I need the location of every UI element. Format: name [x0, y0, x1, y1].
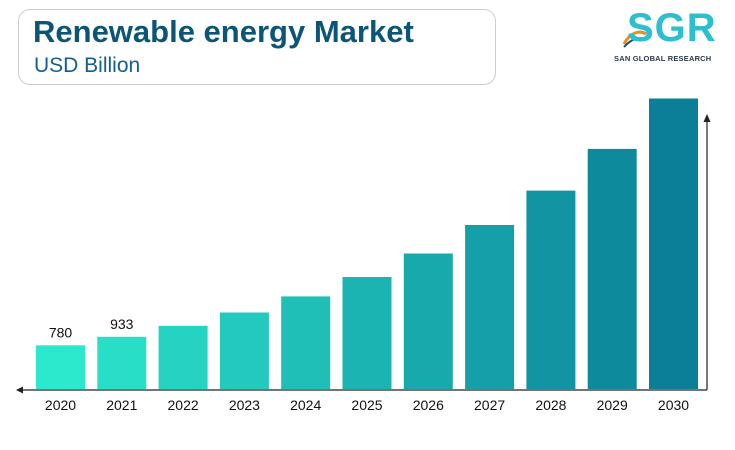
x-tick-2030: 2030 [658, 397, 689, 413]
x-tick-2027: 2027 [474, 397, 505, 413]
x-tick-2025: 2025 [351, 397, 382, 413]
bar-2022 [158, 325, 208, 389]
logo-text: SGR [627, 6, 717, 50]
sgr-logo: SGR SAN GLOBAL RESEARCH [614, 6, 726, 70]
x-tick-2022: 2022 [168, 397, 199, 413]
chart-title: Renewable energy Market [33, 14, 414, 49]
bar-2030 [649, 98, 698, 389]
x-tick-2028: 2028 [535, 397, 566, 413]
bar-2027 [465, 225, 515, 389]
bar-2020 [36, 345, 85, 389]
x-tick-2029: 2029 [597, 397, 628, 413]
y-axis-arrow-icon [703, 114, 711, 122]
bar-2024 [281, 296, 331, 389]
swoosh-icon [622, 30, 647, 48]
title-box: Renewable energy Market USD Billion [18, 9, 496, 85]
x-tick-2024: 2024 [290, 397, 321, 413]
bar-2029 [587, 148, 637, 389]
bar-2023 [219, 312, 269, 389]
bar-2021 [97, 336, 147, 389]
data-label-2020: 780 [49, 324, 73, 340]
logo-tagline: SAN GLOBAL RESEARCH [614, 54, 712, 63]
x-tick-2026: 2026 [413, 397, 444, 413]
x-tick-2021: 2021 [106, 397, 137, 413]
chart-subtitle: USD Billion [34, 54, 141, 77]
x-tick-2020: 2020 [45, 397, 76, 413]
bar-2025 [342, 277, 392, 389]
x-axis-arrow-icon [16, 386, 23, 394]
bar-2026 [403, 253, 453, 389]
x-tick-2023: 2023 [229, 397, 260, 413]
data-label-2021: 933 [110, 316, 134, 332]
bar-2028 [526, 190, 576, 389]
